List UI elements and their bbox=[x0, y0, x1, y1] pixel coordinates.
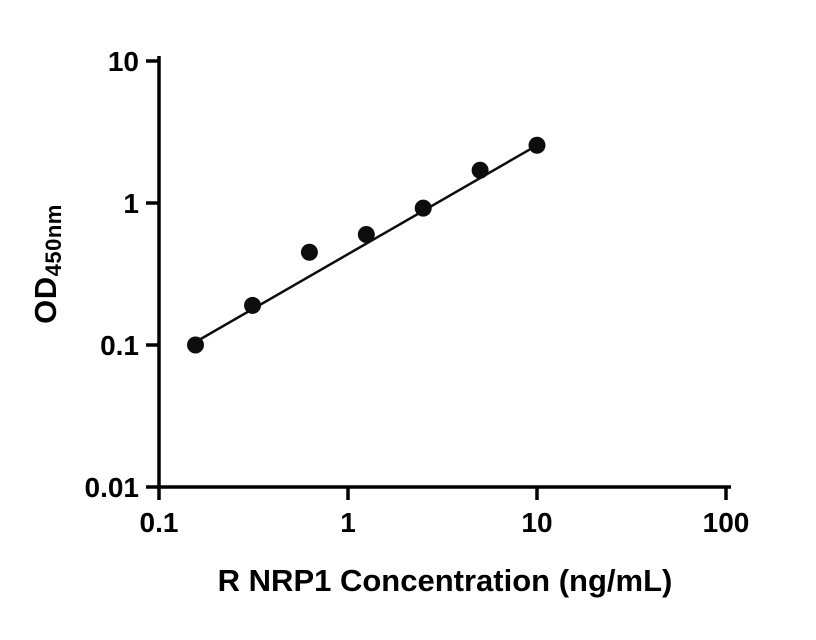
y-tick-label: 1 bbox=[123, 188, 139, 219]
data-point bbox=[357, 226, 375, 244]
x-tick-label: 100 bbox=[703, 507, 750, 538]
y-tick-label: 0.1 bbox=[100, 330, 139, 361]
data-point bbox=[187, 336, 205, 354]
x-tick-label: 0.1 bbox=[140, 507, 179, 538]
data-point bbox=[300, 243, 318, 261]
y-axis-title-main: OD bbox=[28, 276, 63, 324]
x-tick-label: 1 bbox=[340, 507, 356, 538]
data-point bbox=[244, 296, 262, 314]
y-axis-title-subscript: 450nm bbox=[41, 204, 66, 277]
y-tick-label: 0.01 bbox=[85, 472, 140, 503]
data-point bbox=[528, 136, 546, 154]
y-axis-title: OD450nm bbox=[28, 204, 66, 324]
x-tick-label: 10 bbox=[521, 507, 552, 538]
axis-spine bbox=[157, 56, 731, 489]
y-tick-label: 10 bbox=[108, 46, 139, 77]
x-axis-title: R NRP1 Concentration (ng/mL) bbox=[217, 563, 673, 598]
data-point bbox=[471, 161, 489, 179]
data-point bbox=[414, 199, 432, 217]
